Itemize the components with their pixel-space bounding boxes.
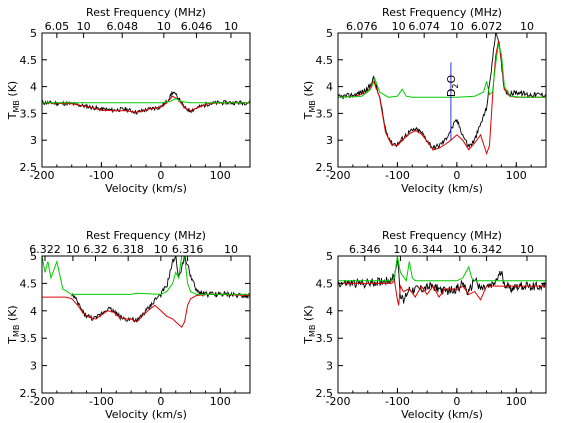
x-tick-label: 100	[506, 395, 527, 408]
series-line	[338, 256, 546, 282]
y-tick-label: 5	[326, 27, 333, 40]
x-tick-label: 0	[453, 395, 460, 408]
top-tick-label: 6.316	[172, 243, 204, 256]
y-tick-label: 4	[326, 305, 333, 318]
top-tick-label: 10	[520, 20, 534, 33]
plot-frame	[41, 255, 251, 394]
top-tick-label: 6.072	[471, 20, 503, 33]
x-tick-label: -200	[326, 169, 351, 182]
y-tick-label: 3.5	[316, 107, 334, 120]
x-axis-label: Velocity (km/s)	[105, 182, 187, 195]
x-tick-label: -100	[385, 395, 410, 408]
top-tick-label: 6.05	[45, 20, 70, 33]
plot-frame	[41, 32, 251, 168]
x-axis-label: Velocity (km/s)	[401, 408, 483, 421]
y-tick-label: 4.5	[20, 54, 38, 67]
x-tick-label: 100	[506, 169, 527, 182]
y-tick-label: 5	[30, 250, 37, 263]
y-tick-label: 4	[30, 305, 37, 318]
series-line	[338, 279, 546, 306]
plot-frame	[337, 255, 547, 394]
top-tick-label: 10	[224, 20, 238, 33]
top-tick-label: 10	[77, 20, 91, 33]
top-tick-label: 10	[66, 243, 80, 256]
y-tick-label: 3.5	[20, 332, 38, 345]
top-tick-label: 6.048	[106, 20, 138, 33]
top-tick-label: 10	[224, 243, 238, 256]
y-tick-label: 3	[326, 360, 333, 373]
y-axis-label: TMB (K)	[6, 305, 21, 344]
series-line	[338, 43, 546, 98]
x-tick-label: -100	[89, 169, 114, 182]
y-tick-label: 3.5	[316, 332, 334, 345]
x-tick-label: -200	[30, 395, 55, 408]
top-tick-label: 6.342	[471, 243, 503, 256]
y-axis-label: TMB (K)	[6, 81, 21, 120]
x-tick-label: 0	[157, 169, 164, 182]
top-tick-label: 10	[520, 243, 534, 256]
x-tick-label: 0	[453, 169, 460, 182]
top-tick-label: 6.344	[411, 243, 443, 256]
x-tick-label: -100	[385, 169, 410, 182]
y-tick-label: 3	[326, 134, 333, 147]
top-axis-label: Rest Frequency (MHz)	[86, 6, 206, 19]
x-axis-label: Velocity (km/s)	[105, 408, 187, 421]
y-tick-label: 5	[30, 27, 37, 40]
top-tick-label: 6.318	[112, 243, 144, 256]
x-tick-label: 0	[157, 395, 164, 408]
x-tick-label: 100	[210, 395, 231, 408]
top-tick-label: 6.322	[29, 243, 61, 256]
series-line	[42, 256, 250, 295]
y-tick-label: 4.5	[20, 277, 38, 290]
x-tick-label: 100	[210, 169, 231, 182]
y-tick-label: 3	[30, 134, 37, 147]
top-axis-label: Rest Frequency (MHz)	[382, 229, 502, 242]
y-tick-label: 3	[30, 360, 37, 373]
top-axis-label: Rest Frequency (MHz)	[86, 229, 206, 242]
x-tick-label: -200	[30, 169, 55, 182]
y-tick-label: 2.5	[316, 161, 334, 174]
series-line	[42, 95, 250, 113]
top-tick-label: 10	[154, 243, 168, 256]
series-line	[338, 33, 546, 152]
y-tick-label: 3.5	[20, 107, 38, 120]
x-tick-label: -200	[326, 395, 351, 408]
top-tick-label: 10	[393, 243, 407, 256]
y-tick-label: 2.5	[20, 161, 38, 174]
top-tick-label: 6.32	[83, 243, 108, 256]
y-tick-label: 4.5	[316, 277, 334, 290]
y-tick-label: 5	[326, 250, 333, 263]
x-axis-label: Velocity (km/s)	[401, 182, 483, 195]
d2o-annotation: D2O	[445, 75, 460, 98]
top-tick-label: 6.074	[408, 20, 440, 33]
y-tick-label: 4.5	[316, 54, 334, 67]
top-tick-label: 6.076	[346, 20, 378, 33]
y-tick-label: 4	[30, 81, 37, 94]
top-tick-label: 10	[392, 20, 406, 33]
top-axis-label: Rest Frequency (MHz)	[382, 6, 502, 19]
series-line	[42, 293, 250, 328]
series-line	[71, 256, 250, 323]
top-tick-label: 6.046	[181, 20, 213, 33]
top-tick-label: 10	[453, 243, 467, 256]
y-axis-label: TMB (K)	[302, 81, 317, 120]
top-tick-label: 6.346	[349, 243, 381, 256]
y-tick-label: 4	[326, 81, 333, 94]
top-tick-label: 10	[157, 20, 171, 33]
series-line	[42, 97, 250, 104]
x-tick-label: -100	[89, 395, 114, 408]
y-axis-label: TMB (K)	[302, 305, 317, 344]
top-tick-label: 10	[450, 20, 464, 33]
y-tick-label: 2.5	[20, 387, 38, 400]
y-tick-label: 2.5	[316, 387, 334, 400]
